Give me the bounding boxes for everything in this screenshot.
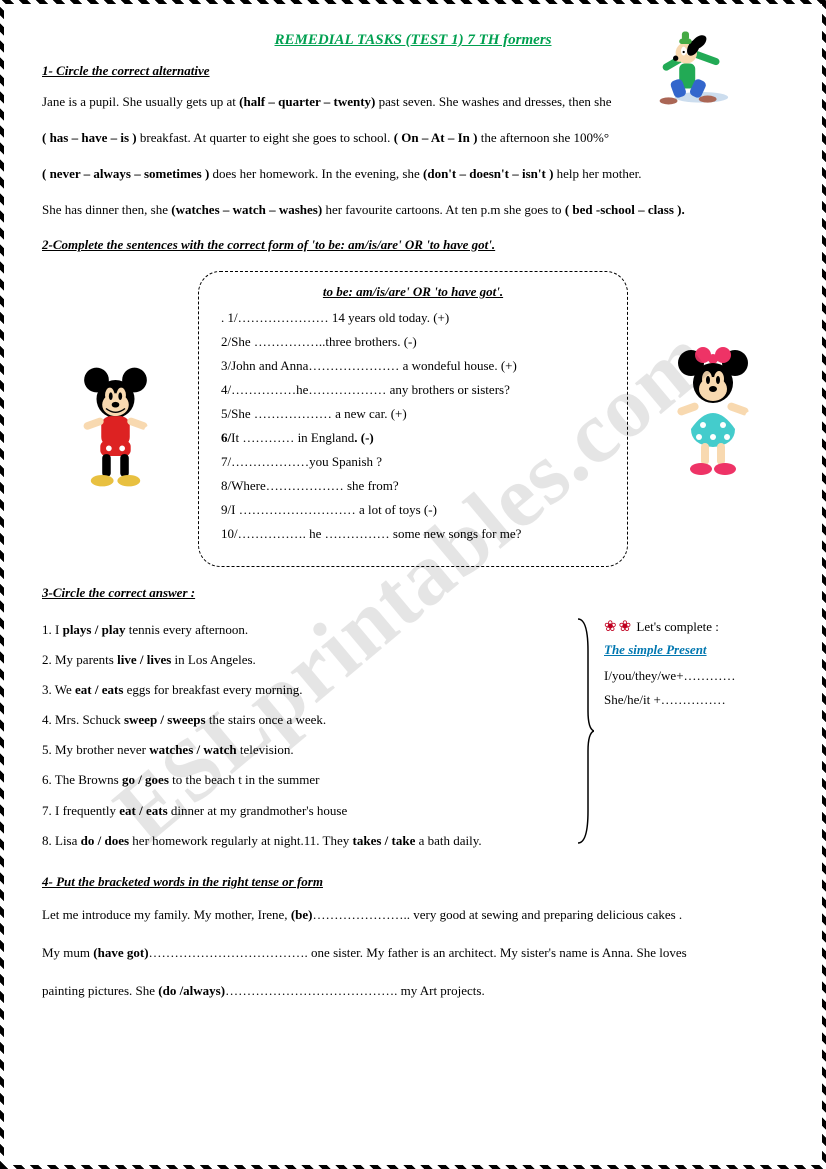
ex2-item: 2/She ……………..three brothers. (-) [221,334,605,350]
ex2-item: 10/……………. he …………… some new songs for me… [221,526,605,542]
ex2-item: 4/……………he……………… any brothers or sisters? [221,382,605,398]
exercise3-left: 1. I plays / play tennis every afternoon… [42,611,566,860]
ex3-item: 8. Lisa do / does her homework regularly… [42,830,566,852]
goofy-clipart [652,28,742,108]
ex3-item: 2. My parents live / lives in Los Angele… [42,649,566,671]
ex3-item: 1. I plays / play tennis every afternoon… [42,619,566,641]
exercise2-box-wrap: to be: am/is/are' OR 'to have got'. . 1/… [198,271,628,567]
section3-heading: 3-Circle the correct answer : [42,585,784,601]
exercise3-right: ❀❀ Let's complete : The simple Present I… [604,611,784,716]
worksheet-page: ESLprintables.com REMEDIAL TASKS (TEST 1… [0,0,826,1169]
ex2-item: 8/Where……………… she from? [221,478,605,494]
mickey-clipart [68,361,163,494]
ex2-item: 7/………………you Spanish ? [221,454,605,470]
ex3-item: 6. The Browns go / goes to the beach t i… [42,769,566,791]
ex3-item: 5. My brother never watches / watch tele… [42,739,566,761]
rule-line: She/he/it +…………… [604,692,784,708]
ex3-item: 4. Mrs. Schuck sweep / sweeps the stairs… [42,709,566,731]
section4-heading: 4- Put the bracketed words in the right … [42,874,784,890]
lets-complete: ❀❀ Let's complete : [604,617,784,636]
ex3-item: 3. We eat / eats eggs for breakfast ever… [42,679,566,701]
ex4-line: Let me introduce my family. My mother, I… [42,902,784,928]
brace-icon [574,611,596,855]
ex4-line: painting pictures. She (do /always)……………… [42,978,784,1004]
ex2-item: 5/She ……………… a new car. (+) [221,406,605,422]
flower-icon: ❀❀ [604,619,633,635]
simple-present-title: The simple Present [604,642,784,658]
ex1-line2: ( has – have – is ) breakfast. At quarte… [42,125,784,151]
rule-line: I/you/they/we+………… [604,668,784,684]
ex2-item: 3/John and Anna………………… a wondeful house.… [221,358,605,374]
ex2-item: . 1/………………… 14 years old today. (+) [221,310,605,326]
ex2-item: 6/It ………… in England. (-) [221,430,605,446]
ex2-item: 9/I ……………………… a lot of toys (-) [221,502,605,518]
exercise2-box: to be: am/is/are' OR 'to have got'. . 1/… [198,271,628,567]
exercise4: Let me introduce my family. My mother, I… [42,902,784,1004]
box-title: to be: am/is/are' OR 'to have got'. [221,284,605,300]
ex4-line: My mum (have got)………………………………. one siste… [42,940,784,966]
section2-heading: 2-Complete the sentences with the correc… [42,237,784,253]
ex1-line4: She has dinner then, she (watches – watc… [42,197,784,223]
exercise3-wrap: 1. I plays / play tennis every afternoon… [42,611,784,860]
minnie-clipart [663,341,763,481]
ex3-item: 7. I frequently eat / eats dinner at my … [42,800,566,822]
ex1-line3: ( never – always – sometimes ) does her … [42,161,784,187]
